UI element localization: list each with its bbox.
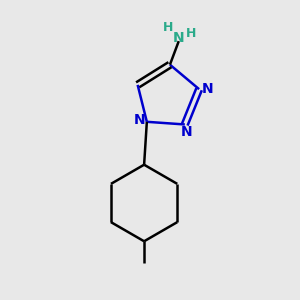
- Text: H: H: [163, 21, 174, 34]
- Text: N: N: [181, 125, 192, 139]
- Text: N: N: [134, 113, 145, 127]
- Text: N: N: [173, 31, 184, 45]
- Text: N: N: [202, 82, 213, 96]
- Text: H: H: [186, 27, 196, 40]
